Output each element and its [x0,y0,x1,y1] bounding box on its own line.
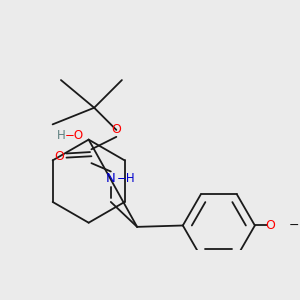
Text: −: − [288,219,299,232]
Text: O: O [265,219,275,232]
Text: N: N [106,172,116,185]
Text: H: H [57,129,65,142]
Text: −O: −O [65,129,84,142]
Text: −H: −H [117,172,135,185]
Text: O: O [111,123,121,136]
Text: O: O [55,150,64,163]
